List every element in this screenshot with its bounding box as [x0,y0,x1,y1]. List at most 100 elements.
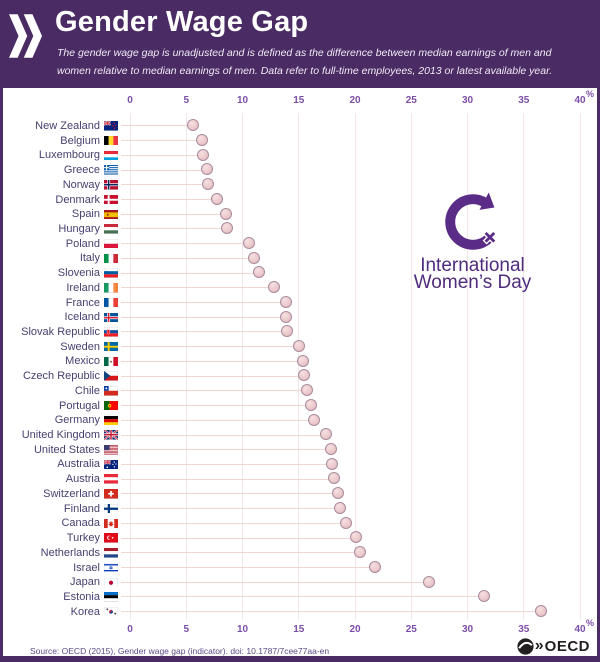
cl-flag-icon [104,386,118,396]
chart-row-lu: Luxembourg [0,148,600,163]
x-axis-tick-label-top: 35 [518,95,530,106]
data-point-dot [535,604,548,617]
se-flag-icon [104,341,118,352]
lollipop-stem [121,257,255,259]
chart-row-it: Italy [0,251,600,266]
gridline [467,113,468,620]
fi-flag-icon [104,503,118,514]
de-flag-icon [104,415,118,426]
si-flag-icon [104,268,118,278]
country-label: Australia [57,458,100,471]
page-border-left [0,88,3,662]
data-point-dot [202,178,215,191]
pl-flag-icon [104,238,118,249]
chart-row-be: Belgium [0,133,600,148]
hu-flag-icon [104,224,118,234]
mx-flag-icon [104,356,118,367]
axis-unit-label-top: % [586,89,595,99]
fr-flag-icon [104,297,118,308]
chart-row-nz: New Zealand [0,118,600,133]
page-title: Gender Wage Gap [55,6,309,38]
chart-row-pl: Poland [0,236,600,251]
data-point-dot [220,207,233,220]
chart-row-ie: Ireland [0,280,600,295]
gridline [242,113,243,620]
gridline [185,113,187,620]
data-point-dot [211,192,224,205]
chart-row-ca: Canada [0,516,600,531]
lollipop-stem [121,213,227,215]
chart-row-gb: United Kingdom [0,428,600,443]
no-flag-icon [104,180,118,190]
data-point-dot [279,310,292,323]
country-label: Finland [63,502,100,515]
data-point-dot [308,413,320,426]
x-axis-tick-label-top: 20 [349,95,361,106]
country-label: Chile [74,384,100,397]
data-point-dot [320,428,333,441]
data-point-dot [281,325,293,338]
chart-row-dk: Denmark [0,192,600,207]
x-axis-tick-label-top: 30 [461,95,474,106]
lollipop-stem [121,508,341,510]
data-point-dot [196,148,209,161]
country-label: Luxembourg [38,149,100,162]
lollipop-stem [121,463,333,465]
country-label: Germany [54,414,100,427]
chart-row-kr: Korea [0,604,600,619]
oecd-globe-icon [517,638,534,655]
chart-row-il: Israel [0,560,600,575]
lollipop-stem [121,140,202,142]
il-flag-icon [104,562,118,573]
x-axis-tick-label-bottom: 40 [574,624,586,635]
data-point-dot [328,472,341,485]
chart-row-mx: Mexico [0,354,600,369]
chart-row-es: Spain [0,207,600,222]
country-label: France [65,296,100,309]
jp-flag-icon [104,577,118,588]
x-axis-tick-label-top: 5 [183,95,190,106]
chart-row-at: Austria [0,472,600,487]
country-label: United Kingdom [21,429,100,442]
gridline [298,113,300,620]
cz-flag-icon [104,371,118,381]
lollipop-stem [121,125,193,127]
x-axis-tick-label-top: 15 [293,95,305,106]
lollipop-stem [121,154,204,156]
lollipop-stem [121,228,228,230]
chart-row-ch: Switzerland [0,486,600,501]
x-axis-tick-label-top: 10 [236,95,249,106]
es-flag-icon [104,209,118,220]
country-label: Ireland [66,281,100,294]
country-label: Sweden [60,340,100,353]
data-point-dot [333,501,346,514]
gridline [354,113,356,620]
lollipop-stem [121,596,485,598]
lollipop-stem [121,243,250,245]
subtitle-line-1: The gender wage gap is unadjusted and is… [57,47,552,59]
lollipop-stem [121,287,274,289]
chart-row-si: Slovenia [0,266,600,281]
lollipop-stem [121,405,312,407]
data-point-dot [242,236,255,249]
page-border-right [597,88,600,662]
lollipop-stem [121,375,305,377]
lollipop-stem [121,493,339,495]
chart-row-sk: Slovak Republic [0,324,600,339]
lollipop-stem [121,199,218,200]
lollipop-stem [121,449,332,451]
lu-flag-icon [104,150,118,161]
country-label: United States [33,443,100,456]
x-axis-tick-label-bottom: 10 [236,624,249,635]
chart-row-no: Norway [0,177,600,192]
x-axis-tick-label-bottom: 20 [349,624,361,635]
wage-gap-dot-chart: % % International Women’s Day 0 0 5 5 10 10 15… [0,88,600,636]
country-label: Japan [70,576,100,589]
gridline [523,113,525,620]
chart-row-cl: Chile [0,383,600,398]
data-point-dot [267,281,280,294]
country-label: Iceland [64,311,100,324]
dk-flag-icon [104,194,118,205]
lollipop-stem [121,331,288,333]
